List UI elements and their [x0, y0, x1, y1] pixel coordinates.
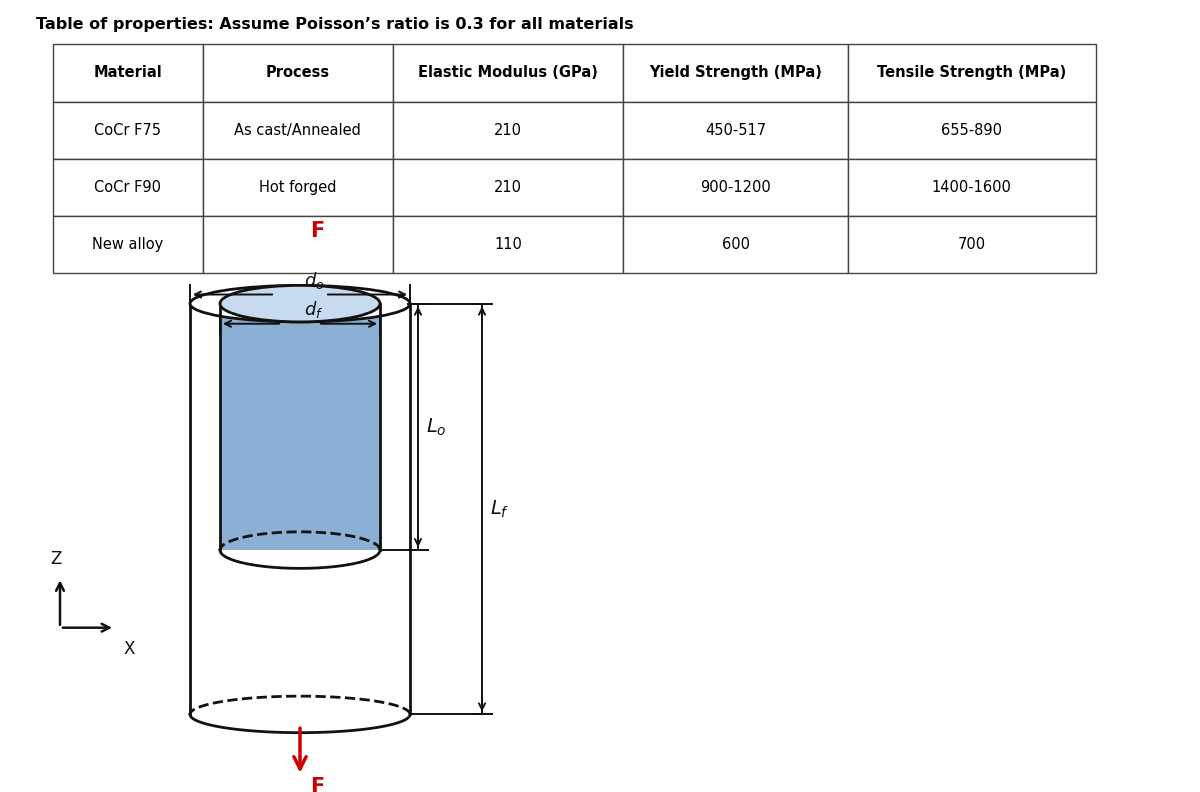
Ellipse shape	[220, 285, 380, 322]
Text: F: F	[310, 778, 324, 792]
Text: Z: Z	[50, 550, 61, 569]
Polygon shape	[220, 303, 380, 550]
Ellipse shape	[220, 285, 380, 322]
Polygon shape	[190, 303, 410, 714]
Text: F: F	[310, 221, 324, 241]
Text: $L_f$: $L_f$	[490, 498, 509, 520]
Text: $L_o$: $L_o$	[426, 417, 446, 437]
Text: Table of properties: Assume Poisson’s ratio is 0.3 for all materials: Table of properties: Assume Poisson’s ra…	[36, 17, 634, 32]
Text: $d_f$: $d_f$	[304, 299, 324, 320]
Ellipse shape	[190, 285, 410, 322]
Text: $d_o$: $d_o$	[304, 270, 324, 291]
Text: X: X	[124, 641, 134, 658]
